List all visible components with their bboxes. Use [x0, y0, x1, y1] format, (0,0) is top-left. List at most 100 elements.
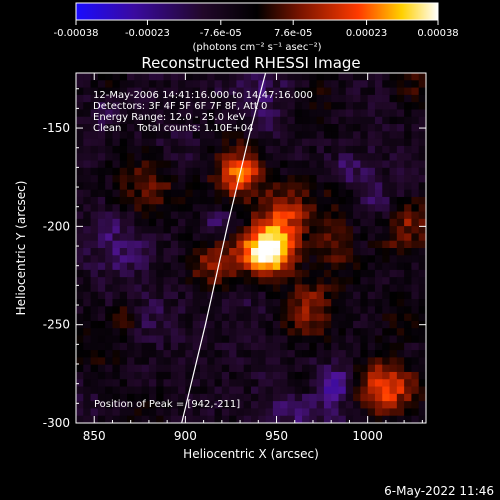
heatmap-cell: [141, 116, 150, 125]
heatmap-cell: [207, 189, 216, 198]
heatmap-cell: [389, 393, 398, 402]
heatmap-cell: [229, 364, 238, 373]
heatmap-cell: [97, 255, 106, 264]
heatmap-cell: [323, 328, 332, 337]
heatmap-cell: [221, 109, 230, 118]
heatmap-cell: [178, 73, 186, 81]
heatmap-cell: [192, 87, 201, 96]
heatmap-cell: [112, 284, 121, 293]
heatmap-cell: [396, 145, 405, 154]
heatmap-cell: [309, 386, 318, 395]
heatmap-cell: [302, 87, 310, 96]
heatmap-cell: [76, 393, 84, 402]
heatmap-cell: [331, 335, 340, 344]
heatmap-cell: [207, 408, 216, 417]
heatmap-cell: [170, 364, 179, 373]
heatmap-cell: [353, 73, 361, 81]
heatmap-cell: [316, 320, 325, 329]
heatmap-cell: [404, 357, 413, 366]
heatmap-cell: [258, 313, 267, 322]
heatmap-cell: [214, 379, 223, 388]
heatmap-cell: [185, 328, 194, 337]
x-tick-label: 900: [174, 429, 197, 443]
heatmap-cell: [170, 196, 179, 205]
heatmap-cell: [360, 94, 369, 103]
heatmap-cell: [353, 393, 361, 402]
heatmap-cell: [97, 160, 106, 169]
heatmap-cell: [360, 364, 369, 373]
heatmap-cell: [251, 80, 259, 89]
heatmap-cell: [396, 233, 405, 242]
heatmap-cell: [396, 401, 405, 410]
heatmap-cell: [141, 182, 150, 191]
heatmap-cell: [411, 386, 420, 395]
heatmap-cell: [418, 131, 426, 140]
heatmap-cell: [353, 415, 361, 423]
heatmap-cell: [272, 80, 281, 89]
heatmap-cell: [170, 102, 179, 111]
heatmap-cell: [411, 189, 420, 198]
heatmap-cell: [105, 342, 114, 351]
heatmap-cell: [199, 153, 208, 162]
heatmap-cell: [382, 87, 391, 96]
heatmap-cell: [105, 218, 114, 227]
heatmap-cell: [214, 189, 223, 198]
heatmap-cell: [141, 342, 150, 351]
heatmap-cell: [389, 131, 398, 140]
heatmap-cell: [258, 364, 267, 373]
heatmap-cell: [112, 255, 121, 264]
heatmap-cell: [272, 401, 281, 410]
heatmap-cell: [316, 262, 325, 271]
heatmap-cell: [141, 415, 150, 423]
heatmap-cell: [331, 160, 340, 169]
heatmap-cell: [105, 138, 114, 147]
heatmap-cell: [345, 357, 354, 366]
heatmap-cell: [105, 371, 114, 380]
heatmap-cell: [396, 328, 405, 337]
heatmap-cell: [265, 116, 274, 125]
heatmap-cell: [229, 357, 238, 366]
heatmap-cell: [258, 269, 267, 278]
heatmap-cell: [148, 313, 157, 322]
heatmap-cell: [360, 80, 369, 89]
heatmap-cell: [374, 116, 383, 125]
heatmap-cell: [236, 153, 245, 162]
heatmap-cell: [316, 124, 325, 132]
heatmap-cell: [374, 211, 383, 220]
heatmap-cell: [265, 204, 274, 213]
heatmap-cell: [178, 116, 186, 125]
heatmap-cell: [389, 401, 398, 410]
heatmap-cell: [396, 160, 405, 169]
heatmap-cell: [389, 408, 398, 417]
heatmap-cell: [170, 189, 179, 198]
heatmap-cell: [302, 131, 310, 140]
heatmap-cell: [243, 160, 252, 169]
heatmap-cell: [258, 320, 267, 329]
heatmap-cell: [221, 320, 230, 329]
heatmap-cell: [214, 248, 223, 256]
heatmap-cell: [265, 262, 274, 271]
heatmap-cell: [353, 277, 361, 286]
heatmap-cell: [105, 189, 114, 198]
heatmap-cell: [90, 408, 99, 417]
heatmap-cell: [367, 408, 376, 417]
heatmap-cell: [302, 415, 310, 423]
heatmap-cell: [345, 233, 354, 242]
heatmap-cell: [199, 175, 208, 183]
heatmap-cell: [265, 109, 274, 118]
heatmap-cell: [382, 153, 391, 162]
heatmap-cell: [214, 73, 223, 81]
heatmap-cell: [382, 248, 391, 256]
heatmap-cell: [148, 145, 157, 154]
heatmap-cell: [127, 211, 135, 220]
heatmap-cell: [83, 379, 92, 388]
heatmap-cell: [331, 226, 340, 235]
heatmap-cell: [251, 131, 259, 140]
heatmap-cell: [76, 386, 84, 395]
heatmap-cell: [367, 175, 376, 183]
heatmap-cell: [105, 87, 114, 96]
heatmap-cell: [316, 189, 325, 198]
heatmap-cell: [302, 233, 310, 242]
heatmap-cell: [360, 386, 369, 395]
heatmap-cell: [280, 313, 289, 322]
